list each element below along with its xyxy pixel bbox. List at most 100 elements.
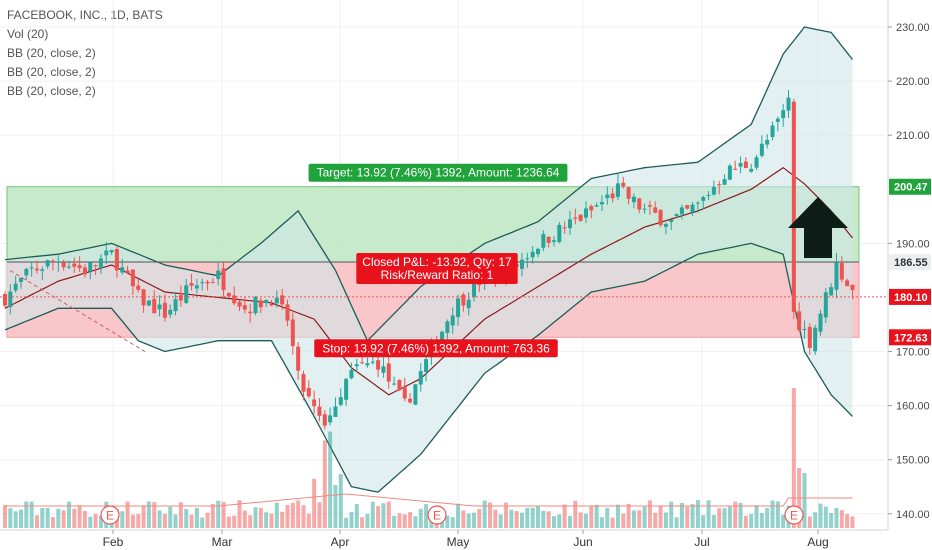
candle-body <box>34 268 39 271</box>
earnings-marker-circle <box>427 505 447 525</box>
target-label[interactable]: Target: 13.92 (7.46%) 1392, Amount: 1236… <box>308 163 568 182</box>
candle-body <box>706 195 711 197</box>
volume-bar <box>280 511 285 528</box>
candle-body <box>637 198 642 210</box>
candle-body <box>157 304 162 310</box>
volume-bar <box>839 510 844 528</box>
candle-body <box>274 297 279 304</box>
volume-bar <box>621 513 626 528</box>
candle-body <box>397 379 402 391</box>
volume-bar <box>711 514 716 528</box>
candle-body <box>88 262 93 272</box>
volume-bar <box>136 513 141 528</box>
candle-body <box>573 217 578 219</box>
candle-body <box>605 194 610 199</box>
price-tag-bg <box>889 288 931 305</box>
price-axis[interactable]: 230.00 220.00 210.00 190.00 170.00 160.00 150.… <box>888 22 930 521</box>
volume-bar <box>567 515 572 528</box>
closed-pl-box[interactable]: Closed P&L: -13.92, Qty: 17 Risk/Reward … <box>356 253 518 285</box>
price-tag-bg <box>889 329 931 346</box>
up-arrow-icon <box>788 197 848 258</box>
volume-bar <box>253 507 258 528</box>
candle-body <box>722 179 727 185</box>
volume-bar <box>445 515 450 528</box>
candlesticks <box>3 90 855 430</box>
volume-bar <box>749 514 754 528</box>
volume-bar <box>88 516 93 528</box>
candle-body <box>749 168 754 172</box>
volume-bar <box>690 504 695 528</box>
candle-body <box>669 219 674 223</box>
volume-bar <box>813 512 818 528</box>
volume-bar <box>562 504 567 528</box>
candle-body <box>8 291 13 307</box>
candle-body <box>173 299 178 312</box>
price-tag-bg <box>889 254 931 271</box>
volume-bar <box>232 515 237 528</box>
candle-body <box>45 260 50 267</box>
bollinger-basis-line <box>4 166 853 396</box>
volume-bar <box>669 501 674 528</box>
candle-body <box>642 208 647 210</box>
candle-body <box>445 321 450 333</box>
candle-body <box>418 371 423 385</box>
time-tick-label: Jul <box>694 535 709 549</box>
volume-bar <box>98 515 103 528</box>
earnings-marker-text: E <box>106 509 114 523</box>
volume-bar <box>850 516 855 528</box>
candle-body <box>120 267 125 273</box>
candle-body <box>392 383 397 385</box>
candle-body <box>258 300 263 308</box>
candle-body <box>829 287 834 296</box>
volume-bar <box>759 513 764 528</box>
time-axis[interactable]: Feb Mar Apr May Jun Jul Aug <box>103 530 829 549</box>
candle-body <box>82 267 87 275</box>
candle-body <box>317 406 322 416</box>
candle-body <box>360 362 365 364</box>
candle-body <box>216 270 221 279</box>
volume-bar <box>695 500 700 528</box>
earnings-marker-text: E <box>790 509 798 523</box>
stop-label[interactable]: Stop: 13.92 (7.46%) 1392, Amount: 763.36 <box>314 339 558 358</box>
volume-bar <box>738 502 743 528</box>
volume-bar <box>61 510 66 528</box>
volume-bar <box>418 508 423 528</box>
volume-bar <box>216 500 221 528</box>
volume-bar <box>72 508 77 528</box>
volume-bar <box>242 510 247 528</box>
volume-bar <box>178 502 183 528</box>
volume-bar <box>328 431 333 528</box>
volume-bar <box>24 501 29 528</box>
candle-body <box>24 268 29 276</box>
candle-body <box>679 207 684 215</box>
volume-bar <box>530 507 535 528</box>
candle-body <box>376 360 381 370</box>
candle-body <box>130 269 135 287</box>
candle-body <box>541 234 546 248</box>
volume-bar <box>546 511 551 528</box>
target-label-text: Target: 13.92 (7.46%) 1392, Amount: 1236… <box>317 166 560 180</box>
candle-body <box>807 326 812 348</box>
candle-body <box>306 388 311 397</box>
candle-body <box>365 363 370 366</box>
candle-body <box>733 168 738 170</box>
volume-bar <box>791 388 796 528</box>
price-tick-label: 210.00 <box>896 130 930 142</box>
candle-body <box>759 143 764 156</box>
candle-body <box>839 262 844 280</box>
volume-bar <box>477 509 482 528</box>
candle-body <box>194 285 199 289</box>
candle-body <box>354 364 359 367</box>
indicator-bb-2: BB (20, close, 2) <box>7 65 96 79</box>
volume-bar <box>536 506 540 528</box>
candle-body <box>296 346 301 371</box>
candle-body <box>29 267 34 269</box>
volume-bar <box>210 504 215 528</box>
candle-body <box>210 282 215 284</box>
earnings-marker-text: E <box>433 509 441 523</box>
price-tag-label: 200.47 <box>894 182 928 194</box>
candle-body <box>408 398 413 403</box>
candle-body <box>690 204 695 212</box>
candle-body <box>781 110 786 119</box>
